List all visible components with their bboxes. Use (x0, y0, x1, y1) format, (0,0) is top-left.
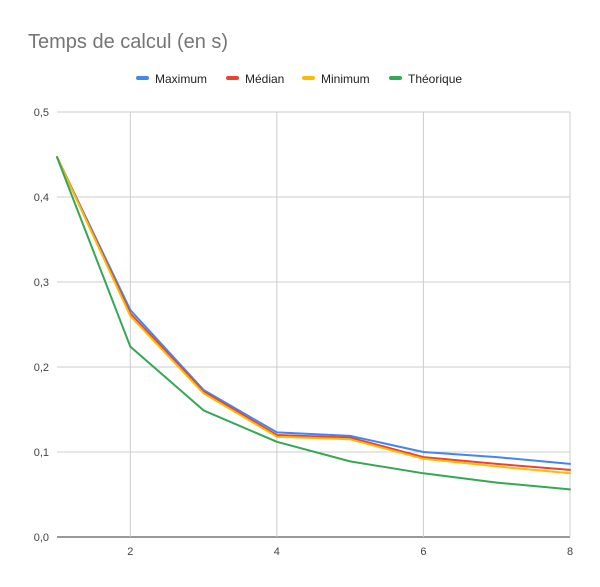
y-tick-label: 0,3 (34, 277, 49, 289)
axis-ticks: 0,0 0,1 0,2 0,3 0,4 0,5 2 4 6 8 (34, 107, 573, 558)
legend-label: Théorique (408, 72, 462, 86)
legend-swatch (389, 76, 402, 80)
chart-title: Temps de calcul (en s) (28, 31, 228, 53)
series-line-maximum (56, 156, 571, 465)
series-line-theorique (56, 156, 571, 491)
gridlines (57, 111, 571, 538)
legend-label: Médian (245, 72, 284, 86)
x-tick-label: 4 (274, 546, 280, 558)
y-tick-label: 0,4 (34, 192, 49, 204)
series-line-minimum (56, 156, 571, 475)
legend-swatch (136, 76, 149, 80)
legend: Maximum Médian Minimum Théorique (136, 72, 462, 86)
legend-label: Maximum (155, 72, 207, 86)
legend-item[interactable]: Maximum (136, 72, 207, 86)
y-tick-label: 0,5 (34, 107, 49, 119)
x-tick-label: 8 (567, 546, 573, 558)
legend-swatch (302, 76, 315, 80)
legend-swatch (226, 76, 239, 80)
legend-item[interactable]: Médian (226, 72, 284, 86)
y-tick-label: 0,1 (34, 447, 49, 459)
x-tick-label: 2 (127, 546, 133, 558)
series-group (56, 156, 571, 491)
y-tick-label: 0,2 (34, 362, 49, 374)
legend-item[interactable]: Théorique (389, 72, 462, 86)
x-tick-label: 6 (420, 546, 426, 558)
legend-label: Minimum (321, 72, 370, 86)
y-tick-label: 0,0 (34, 532, 49, 544)
series-line-median (56, 156, 571, 471)
legend-item[interactable]: Minimum (302, 72, 370, 86)
